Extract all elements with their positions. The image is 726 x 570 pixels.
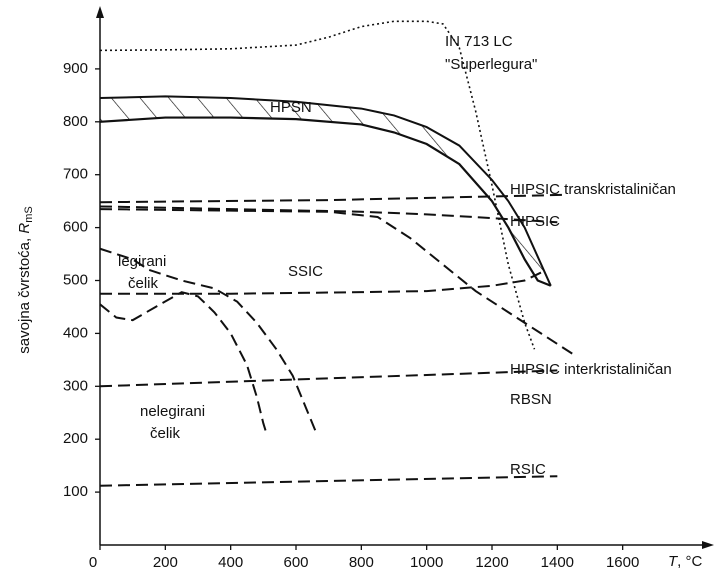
x-axis-label: T, °C	[668, 553, 703, 570]
series-label-line: čelik	[150, 425, 181, 442]
x-axis-arrow	[702, 541, 714, 549]
y-tick-label: 100	[63, 483, 88, 500]
series-line	[99, 475, 558, 487]
y-tick-label: 200	[63, 430, 88, 447]
band-hatch	[100, 96, 551, 286]
x-tick-label: 800	[349, 554, 374, 570]
x-axis-label-symbol: T	[668, 553, 679, 570]
series-annotation: "Superlegura"	[445, 56, 537, 73]
series-line	[100, 271, 542, 295]
series-line	[99, 369, 558, 388]
y-tick-label: 400	[63, 324, 88, 341]
y-axis-label: savojna čvrstoća, RmS	[16, 206, 35, 353]
y-axis-label-sub: mS	[23, 206, 35, 223]
x-axis-label-unit: , °C	[677, 553, 702, 570]
series-line	[99, 208, 575, 356]
series-label: HIPSIC interkristaliničan	[510, 361, 672, 378]
y-tick-label: 300	[63, 377, 88, 394]
series-line	[99, 193, 568, 204]
x-tick-label: 200	[153, 554, 178, 570]
series-line	[99, 95, 552, 287]
y-tick-label: 800	[63, 113, 88, 130]
y-axis-label-text: savojna čvrstoća,	[16, 234, 33, 354]
series-line	[99, 205, 558, 224]
x-tick-label: 1000	[410, 554, 443, 570]
y-tick-label: 900	[63, 60, 88, 77]
series-label-line: nelegirani	[140, 403, 205, 420]
y-axis-arrow	[96, 6, 104, 18]
band-lower-line	[99, 116, 552, 287]
x-tick-label: 400	[218, 554, 243, 570]
series-label-line: čelik	[128, 275, 159, 292]
y-axis-label-symbol: R	[16, 223, 33, 234]
y-tick-label: 600	[63, 219, 88, 236]
series-label: RBSN	[510, 391, 552, 408]
series-label: legirani čelik	[118, 253, 166, 292]
series-line	[99, 247, 317, 432]
series-label: RSIC	[510, 461, 546, 478]
series-label: IN 713 LC	[445, 33, 513, 50]
series-label: SSIC	[288, 263, 323, 280]
y-tick-label: 700	[63, 166, 88, 183]
x-tick-label: 0	[89, 554, 97, 570]
x-tick-label: 1200	[475, 554, 508, 570]
series-label: HIPSIC transkristaliničan	[510, 181, 676, 198]
series-label: nelegirani čelik	[140, 403, 205, 442]
y-tick-label: 500	[63, 271, 88, 288]
x-tick-label: 1600	[606, 554, 639, 570]
series-label-line: legirani	[118, 253, 166, 270]
x-tick-label: 1400	[541, 554, 574, 570]
x-tick-label: 600	[283, 554, 308, 570]
series-line	[99, 20, 536, 350]
series-label: HPSN	[270, 99, 312, 116]
series-label: HIPSIC	[510, 213, 560, 230]
